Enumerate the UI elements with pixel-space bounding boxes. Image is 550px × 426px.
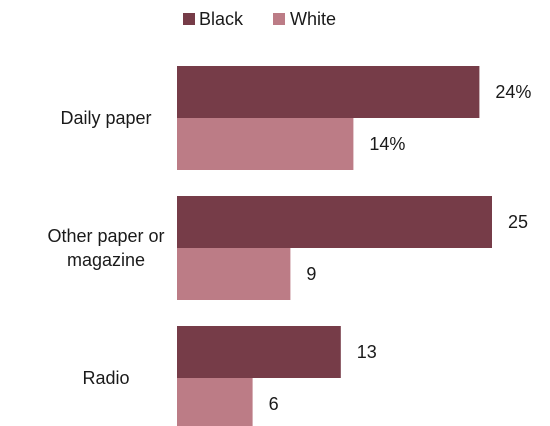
legend-label-black: Black xyxy=(199,9,244,29)
legend-label-white: White xyxy=(290,9,336,29)
bar-white-0 xyxy=(177,118,354,170)
legend-swatch-black xyxy=(183,13,195,25)
category-label-1-line-0: Other paper or xyxy=(47,226,164,246)
value-label-black-2: 13 xyxy=(357,342,377,362)
bars-group xyxy=(177,66,492,426)
legend-swatch-white xyxy=(273,13,285,25)
category-label-0-line-0: Daily paper xyxy=(60,108,151,128)
value-label-white-1: 9 xyxy=(306,264,316,284)
value-label-white-2: 6 xyxy=(269,394,279,414)
value-label-black-1: 25 xyxy=(508,212,528,232)
bar-black-2 xyxy=(177,326,341,378)
legend: Black White xyxy=(183,9,336,29)
category-labels: Daily paper Other paper or magazine Radio xyxy=(47,108,164,388)
bar-white-1 xyxy=(177,248,291,300)
bar-white-2 xyxy=(177,378,253,426)
value-label-white-0: 14% xyxy=(369,134,405,154)
value-label-black-0: 24% xyxy=(495,82,531,102)
bar-black-1 xyxy=(177,196,492,248)
category-label-2-line-0: Radio xyxy=(82,368,129,388)
category-label-1-line-1: magazine xyxy=(67,250,145,270)
value-labels: 24% 14% 25 9 13 6 xyxy=(269,82,532,414)
bar-black-0 xyxy=(177,66,480,118)
